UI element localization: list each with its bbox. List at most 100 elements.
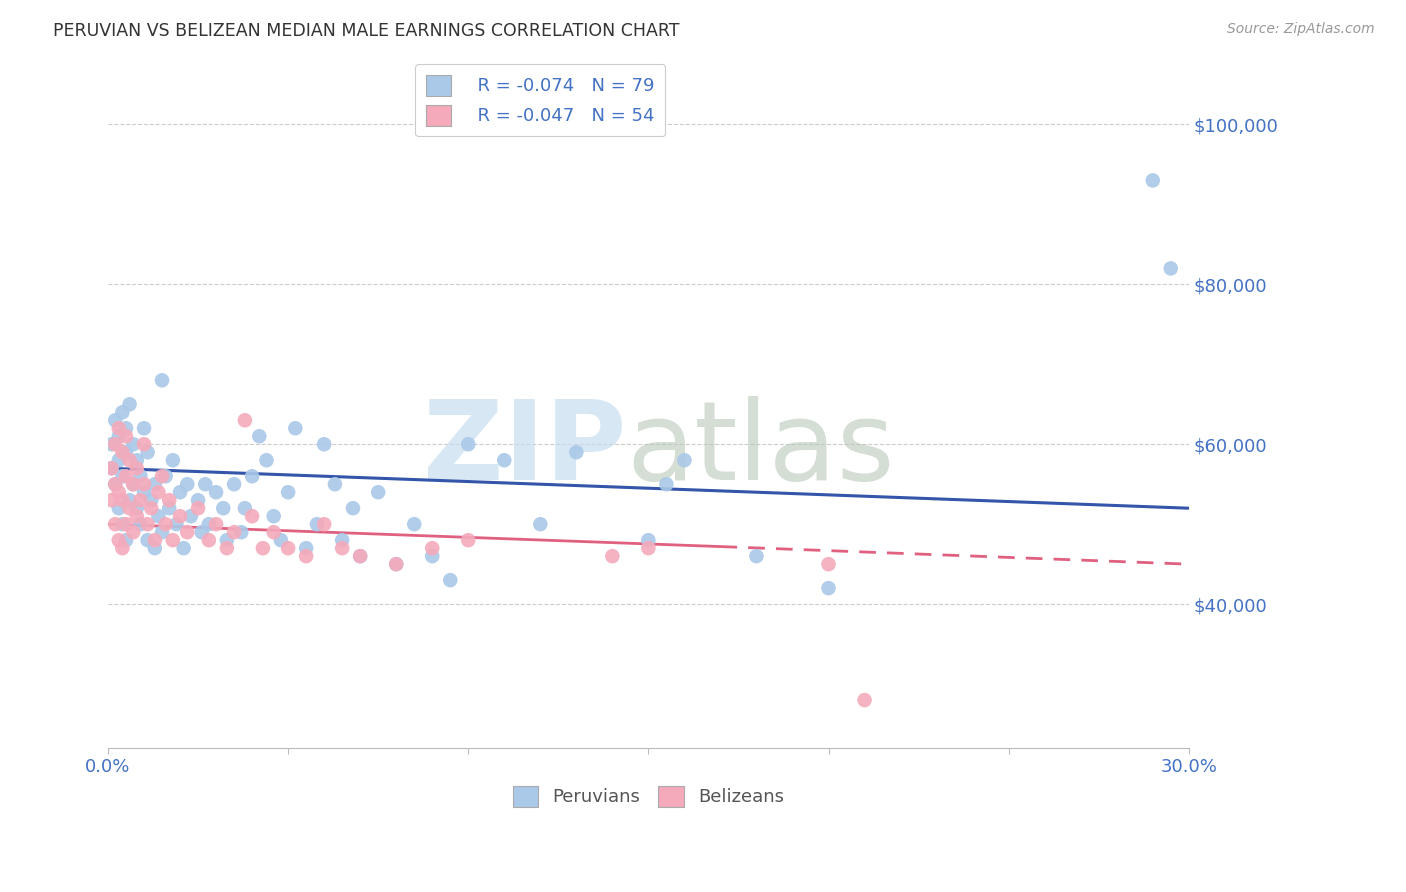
Point xyxy=(1160,261,1182,276)
Point xyxy=(277,485,299,500)
Point xyxy=(529,517,551,532)
Point xyxy=(176,477,198,491)
Point xyxy=(305,517,328,532)
Point xyxy=(385,557,408,571)
Point xyxy=(115,517,138,532)
Point xyxy=(157,493,180,508)
Point xyxy=(349,549,371,564)
Point xyxy=(330,541,353,556)
Point xyxy=(457,533,479,548)
Text: atlas: atlas xyxy=(627,395,896,502)
Point xyxy=(132,421,155,435)
Point xyxy=(165,517,187,532)
Point xyxy=(284,421,307,435)
Point xyxy=(132,485,155,500)
Point xyxy=(122,477,145,491)
Point xyxy=(745,549,768,564)
Point xyxy=(1142,173,1164,187)
Point xyxy=(125,501,148,516)
Point xyxy=(420,541,443,556)
Point xyxy=(125,453,148,467)
Point xyxy=(215,541,238,556)
Point xyxy=(104,477,127,491)
Point xyxy=(263,525,285,540)
Point xyxy=(817,557,839,571)
Point xyxy=(107,501,129,516)
Point xyxy=(263,509,285,524)
Point xyxy=(222,477,245,491)
Point xyxy=(129,493,152,508)
Point xyxy=(115,469,138,483)
Point xyxy=(132,437,155,451)
Point xyxy=(150,525,173,540)
Point xyxy=(169,509,191,524)
Point xyxy=(115,429,138,443)
Text: ZIP: ZIP xyxy=(423,395,627,502)
Point xyxy=(143,477,166,491)
Point xyxy=(148,485,170,500)
Point xyxy=(180,509,202,524)
Point xyxy=(190,525,212,540)
Point xyxy=(314,437,336,451)
Point xyxy=(194,477,217,491)
Point xyxy=(420,549,443,564)
Point xyxy=(104,413,127,427)
Point xyxy=(817,581,839,595)
Point xyxy=(115,533,138,548)
Point xyxy=(122,477,145,491)
Point xyxy=(215,533,238,548)
Point xyxy=(314,517,336,532)
Point xyxy=(187,493,209,508)
Point xyxy=(187,501,209,516)
Point xyxy=(173,541,195,556)
Text: Source: ZipAtlas.com: Source: ZipAtlas.com xyxy=(1227,22,1375,37)
Point xyxy=(457,437,479,451)
Point xyxy=(100,493,122,508)
Point xyxy=(494,453,516,467)
Point xyxy=(602,549,624,564)
Point xyxy=(240,469,263,483)
Point xyxy=(323,477,346,491)
Point xyxy=(100,461,122,475)
Point xyxy=(673,453,696,467)
Point xyxy=(107,485,129,500)
Point xyxy=(295,541,318,556)
Point xyxy=(111,469,134,483)
Point xyxy=(565,445,588,459)
Point xyxy=(136,445,159,459)
Point xyxy=(136,517,159,532)
Point xyxy=(115,421,138,435)
Point xyxy=(129,517,152,532)
Point xyxy=(111,445,134,459)
Point xyxy=(637,533,659,548)
Point xyxy=(233,413,256,427)
Point xyxy=(100,437,122,451)
Point xyxy=(107,453,129,467)
Point xyxy=(385,557,408,571)
Point xyxy=(655,477,678,491)
Point xyxy=(853,693,876,707)
Point xyxy=(162,453,184,467)
Point xyxy=(247,429,270,443)
Legend: Peruvians, Belizeans: Peruvians, Belizeans xyxy=(506,779,792,814)
Point xyxy=(233,501,256,516)
Text: PERUVIAN VS BELIZEAN MEDIAN MALE EARNINGS CORRELATION CHART: PERUVIAN VS BELIZEAN MEDIAN MALE EARNING… xyxy=(53,22,681,40)
Point xyxy=(240,509,263,524)
Point xyxy=(141,501,163,516)
Point xyxy=(148,509,170,524)
Point xyxy=(270,533,292,548)
Point xyxy=(169,485,191,500)
Point xyxy=(212,501,235,516)
Point xyxy=(205,485,228,500)
Point xyxy=(100,461,122,475)
Point xyxy=(198,533,221,548)
Point xyxy=(150,469,173,483)
Point xyxy=(143,541,166,556)
Point xyxy=(118,453,141,467)
Point xyxy=(252,541,274,556)
Point xyxy=(118,493,141,508)
Point xyxy=(439,573,461,587)
Point xyxy=(115,445,138,459)
Point xyxy=(111,405,134,419)
Point xyxy=(256,453,278,467)
